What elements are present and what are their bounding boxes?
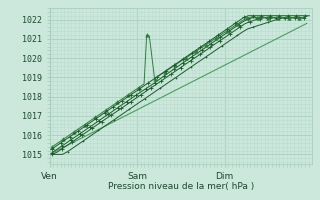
X-axis label: Pression niveau de la mer( hPa ): Pression niveau de la mer( hPa ) <box>108 182 254 191</box>
